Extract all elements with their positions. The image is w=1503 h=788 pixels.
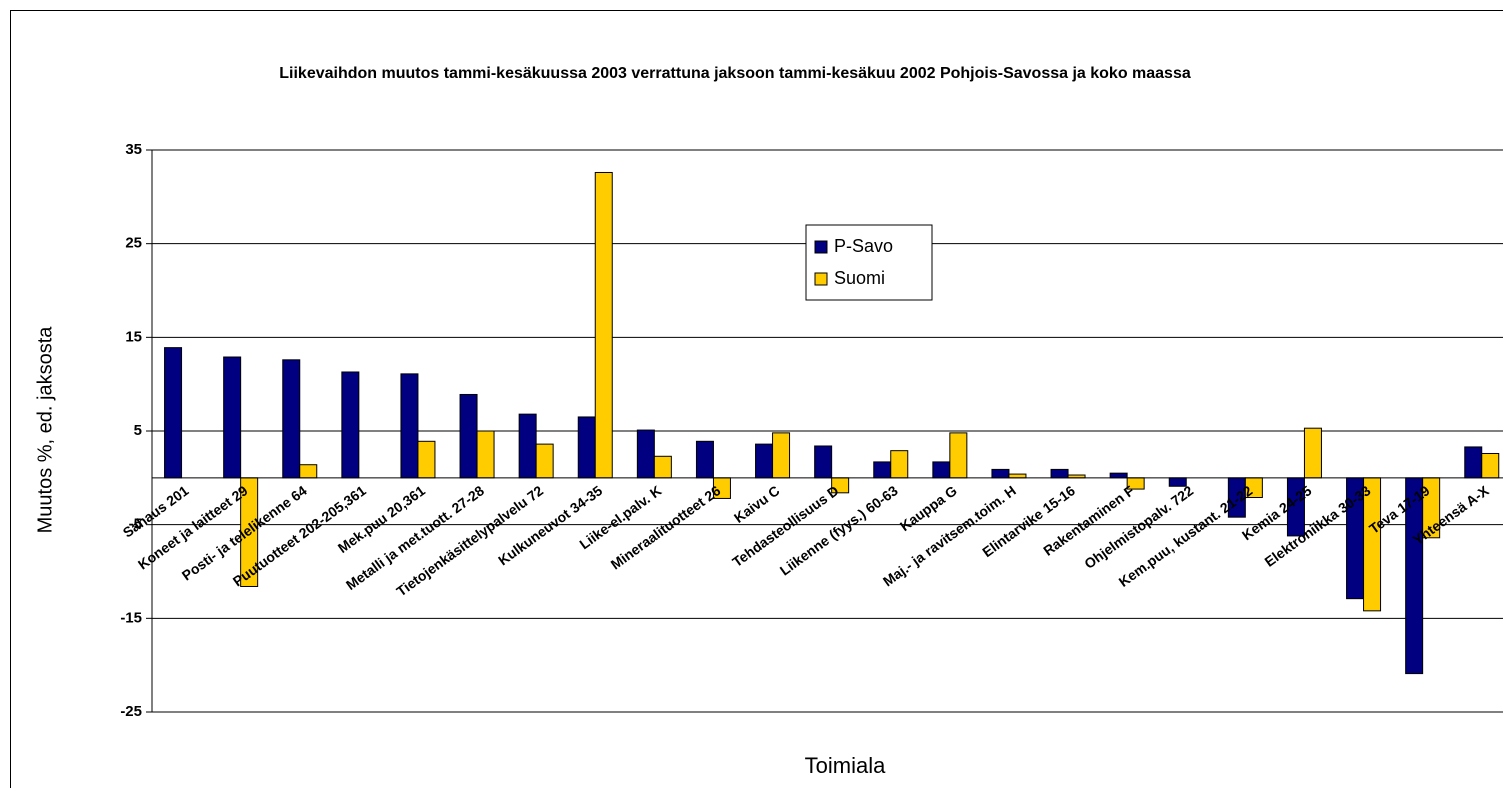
legend-label: Suomi <box>834 268 885 288</box>
y-tick-label: -5 <box>129 516 142 533</box>
legend: P-Savo Suomi <box>805 224 933 301</box>
bar <box>1050 468 1069 479</box>
chart-frame <box>10 10 1503 788</box>
bar <box>890 450 909 479</box>
bar <box>577 416 596 479</box>
bar <box>341 371 360 479</box>
y-tick-label: -15 <box>120 609 142 626</box>
y-axis-label: Muutos %, ed. jaksosta <box>34 326 56 534</box>
y-axis-label-group: Muutos %, ed. jaksosta <box>34 326 56 534</box>
bar <box>873 461 892 479</box>
bar <box>814 445 833 479</box>
bar <box>949 432 968 479</box>
y-tick-label: 25 <box>125 235 142 252</box>
chart-title: Liikevaihdon muutos tammi-kesäkuussa 200… <box>279 65 1191 82</box>
bar <box>1481 452 1500 479</box>
bar <box>932 461 951 479</box>
y-tick-label: -25 <box>120 703 142 720</box>
bar <box>594 171 613 479</box>
bar <box>282 359 301 479</box>
legend-swatch <box>814 272 828 286</box>
bar <box>1303 427 1322 479</box>
bar <box>1109 472 1128 479</box>
bar <box>223 356 242 479</box>
bar <box>991 468 1010 479</box>
y-tick-label: 35 <box>125 141 142 158</box>
bar <box>1464 446 1483 479</box>
legend-label: P-Savo <box>834 236 893 256</box>
legend-swatch <box>814 240 828 254</box>
x-axis-label: Toimiala <box>805 753 886 778</box>
bar <box>299 464 318 479</box>
y-tick-label: 5 <box>134 422 142 439</box>
legend-box <box>805 224 933 301</box>
bar <box>476 430 495 479</box>
bar <box>1008 473 1027 479</box>
bar <box>772 432 791 479</box>
bar <box>636 429 655 479</box>
bar <box>653 455 672 479</box>
bar <box>535 443 554 479</box>
bar <box>518 413 537 479</box>
bar <box>755 443 774 479</box>
bar <box>417 440 436 479</box>
bar <box>459 393 478 479</box>
bar <box>164 347 183 479</box>
y-tick-label: 15 <box>125 328 142 345</box>
bar <box>695 440 714 479</box>
bar <box>400 373 419 479</box>
